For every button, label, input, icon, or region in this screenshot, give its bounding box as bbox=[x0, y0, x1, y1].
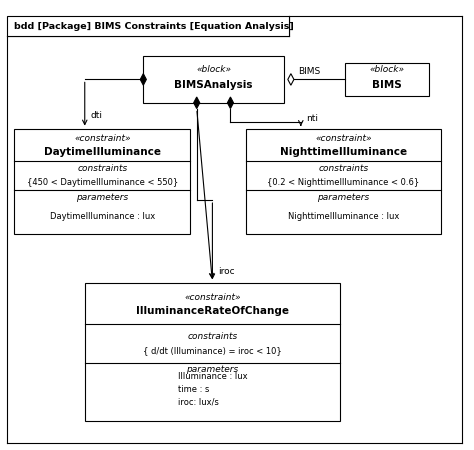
Text: parameters: parameters bbox=[318, 193, 370, 202]
Text: parameters: parameters bbox=[186, 365, 238, 374]
Text: «block»: «block» bbox=[196, 65, 231, 74]
Bar bbox=[246, 130, 441, 234]
Text: {0.2 < NighttimeIlluminance < 0.6}: {0.2 < NighttimeIlluminance < 0.6} bbox=[267, 178, 419, 187]
Text: dti: dti bbox=[91, 111, 102, 120]
Text: «constraint»: «constraint» bbox=[315, 135, 372, 144]
Text: BIMS: BIMS bbox=[299, 67, 321, 76]
Text: bdd [Package] BIMS Constraints [Equation Analysis]: bdd [Package] BIMS Constraints [Equation… bbox=[15, 22, 294, 31]
Text: NighttimeIlluminance: NighttimeIlluminance bbox=[280, 147, 407, 157]
Bar bbox=[8, 16, 289, 36]
Text: «constraint»: «constraint» bbox=[184, 292, 241, 302]
Polygon shape bbox=[194, 97, 200, 108]
Text: constraints: constraints bbox=[319, 164, 369, 173]
Text: iroc: iroc bbox=[218, 267, 235, 276]
Text: nti: nti bbox=[306, 113, 319, 122]
Text: constraints: constraints bbox=[187, 332, 237, 341]
Text: DaytimeIlluminance: DaytimeIlluminance bbox=[44, 147, 161, 157]
Text: «constraint»: «constraint» bbox=[74, 135, 130, 144]
Text: «block»: «block» bbox=[369, 65, 404, 74]
Bar bbox=[85, 283, 340, 421]
Text: BIMSAnalysis: BIMSAnalysis bbox=[174, 80, 253, 90]
Bar bbox=[345, 63, 429, 96]
Text: {450 < DaytimeIlluminance < 550}: {450 < DaytimeIlluminance < 550} bbox=[27, 178, 178, 187]
Polygon shape bbox=[288, 74, 294, 85]
Bar bbox=[143, 56, 284, 103]
Text: DaytimeIlluminance : lux: DaytimeIlluminance : lux bbox=[50, 212, 155, 221]
Bar bbox=[15, 130, 190, 234]
Text: NighttimeIlluminance : lux: NighttimeIlluminance : lux bbox=[288, 212, 399, 221]
Text: IlluminanceRateOfChange: IlluminanceRateOfChange bbox=[136, 306, 289, 315]
Text: parameters: parameters bbox=[76, 193, 128, 202]
Text: Illuminance : lux
time : s
iroc: lux/s: Illuminance : lux time : s iroc: lux/s bbox=[178, 373, 247, 406]
Polygon shape bbox=[140, 74, 146, 85]
Text: constraints: constraints bbox=[77, 164, 128, 173]
Text: { d/dt (Illuminance) = iroc < 10}: { d/dt (Illuminance) = iroc < 10} bbox=[143, 346, 282, 355]
Text: BIMS: BIMS bbox=[372, 80, 402, 90]
Polygon shape bbox=[228, 97, 234, 108]
